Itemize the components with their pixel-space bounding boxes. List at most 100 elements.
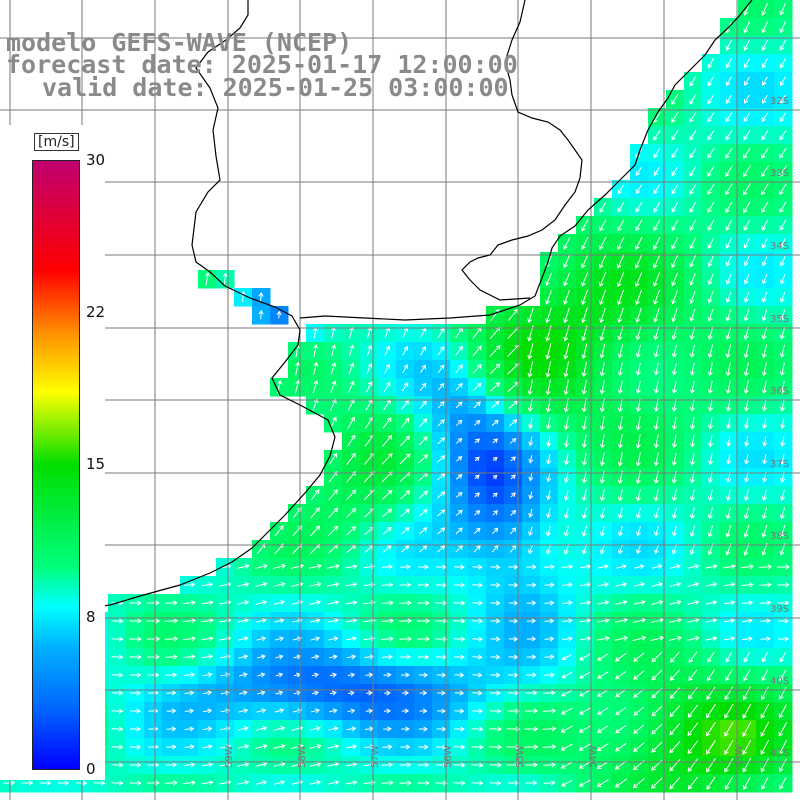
wind-arrow (492, 510, 498, 516)
wind-arrow (329, 654, 338, 660)
wind-arrow (596, 743, 609, 751)
wind-arrow (760, 758, 769, 773)
wind-arrow (506, 726, 521, 732)
wind-arrow (635, 416, 641, 431)
wind-arrow (456, 456, 463, 462)
wind-arrow (544, 600, 555, 606)
wind-arrow (581, 254, 589, 269)
wind-arrow (599, 307, 606, 324)
wind-arrow (687, 722, 699, 737)
wind-arrow (598, 271, 607, 287)
wind-arrow (526, 636, 537, 642)
wind-arrow (743, 291, 750, 303)
wind-arrow (596, 779, 609, 788)
wind-arrow (707, 308, 714, 322)
wind-arrow (311, 672, 319, 678)
wind-arrow (779, 274, 786, 285)
wind-arrow (417, 582, 430, 588)
wind-arrow (707, 255, 714, 268)
wind-arrow (435, 780, 448, 786)
wind-arrow (453, 600, 466, 606)
wind-arrow (653, 166, 661, 176)
wind-arrow (455, 491, 463, 498)
wind-arrow (489, 344, 501, 357)
wind-arrow (779, 507, 786, 520)
wind-arrow (222, 272, 228, 285)
wind-arrow (509, 438, 517, 444)
wind-arrow (202, 744, 213, 750)
wind-arrow (509, 527, 517, 535)
wind-arrow (743, 489, 749, 502)
wind-arrow (111, 726, 124, 732)
wind-arrow (617, 344, 624, 359)
wind-arrow (671, 326, 678, 341)
wind-arrow (437, 545, 446, 553)
wind-arrow (778, 721, 788, 737)
wind-arrow (419, 545, 428, 553)
wind-arrow (779, 238, 786, 249)
wind-arrow (546, 435, 552, 448)
wind-arrow (707, 237, 715, 249)
wind-arrow (725, 39, 732, 51)
wind-arrow (617, 434, 623, 449)
wind-arrow (524, 726, 539, 732)
wind-arrow (510, 474, 516, 480)
wind-arrow (762, 436, 768, 447)
wind-arrow (345, 762, 358, 768)
wind-arrow (437, 491, 446, 499)
wind-arrow (544, 636, 555, 642)
wind-arrow (237, 726, 249, 732)
wind-arrow (706, 776, 716, 790)
wind-arrow (635, 166, 643, 176)
wind-arrow (650, 635, 665, 642)
wind-arrow (348, 690, 355, 696)
wind-arrow (474, 474, 480, 480)
wind-arrow (435, 636, 448, 642)
wind-arrow (635, 219, 643, 232)
wind-arrow (183, 600, 196, 606)
wind-arrow (384, 345, 391, 356)
wind-arrow (201, 600, 214, 606)
wind-arrow (146, 618, 161, 624)
wind-arrow (273, 581, 286, 587)
wind-arrow (653, 363, 659, 376)
wind-arrow (510, 456, 516, 462)
wind-arrow (743, 238, 750, 249)
wind-arrow (652, 271, 661, 287)
wind-arrow (671, 507, 677, 520)
wind-arrow (689, 130, 697, 141)
wind-arrow (724, 703, 734, 719)
wind-arrow (635, 489, 641, 502)
wind-arrow (309, 761, 322, 767)
wind-arrow (416, 618, 431, 624)
wind-arrow (635, 184, 643, 195)
wind-arrow (760, 636, 771, 642)
wind-arrow (184, 726, 195, 732)
wind-arrow (489, 708, 502, 714)
wind-arrow (651, 741, 663, 753)
wind-arrow (418, 726, 428, 732)
wind-arrow (327, 618, 339, 624)
wind-arrow (527, 343, 534, 360)
wind-arrow (418, 744, 429, 750)
wind-arrow (474, 420, 481, 426)
wind-arrow (725, 94, 733, 104)
wind-arrow (779, 58, 786, 69)
wind-arrow (725, 255, 732, 267)
wind-arrow (707, 344, 714, 359)
wind-arrow (527, 379, 533, 396)
wind-arrow (761, 58, 768, 69)
wind-arrow (237, 581, 250, 587)
wind-arrow (671, 452, 677, 467)
wind-arrow (743, 147, 751, 159)
wind-arrow (689, 255, 697, 268)
wind-arrow (402, 364, 408, 374)
wind-arrow (669, 740, 681, 754)
wind-arrow (129, 780, 142, 786)
wind-arrow (633, 742, 645, 752)
wind-arrow (164, 636, 179, 642)
lat-label: 35S (770, 314, 789, 325)
wind-arrow (669, 687, 680, 699)
lat-label: 40S (770, 676, 789, 687)
wind-arrow (183, 780, 196, 786)
